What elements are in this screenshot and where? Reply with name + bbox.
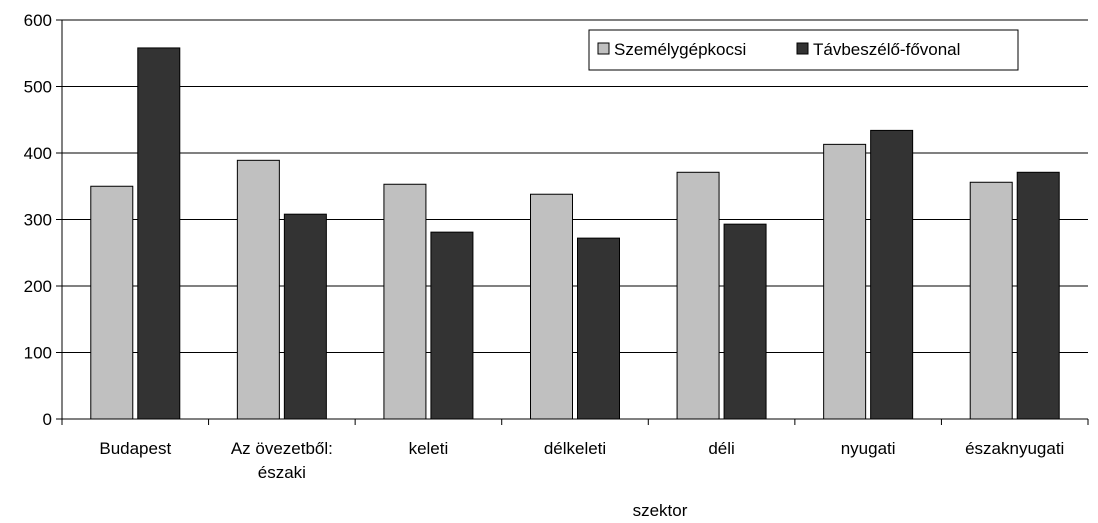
- y-tick-label: 300: [24, 211, 52, 230]
- x-category-label: nyugati: [841, 439, 896, 458]
- y-tick-label: 600: [24, 11, 52, 30]
- x-axis-title: szektor: [633, 501, 688, 520]
- bar-szemelygepkocsi: [91, 186, 133, 419]
- legend-swatch-tavbeszelo-fovonal: [797, 43, 808, 54]
- bar-szemelygepkocsi: [384, 184, 426, 419]
- bar-tavbeszelo-fovonal: [724, 224, 766, 419]
- y-tick-label: 400: [24, 144, 52, 163]
- bars: [91, 48, 1059, 419]
- x-category-label: Budapest: [99, 439, 171, 458]
- y-tick-label: 100: [24, 344, 52, 363]
- y-axis-ticks: 0 100 200 300 400 500 600: [24, 11, 62, 429]
- bar-tavbeszelo-fovonal: [871, 130, 913, 419]
- bar-tavbeszelo-fovonal: [138, 48, 180, 419]
- legend-swatch-szemelygepkocsi: [598, 43, 609, 54]
- x-axis-categories: Budapest Az övezetből: északi keleti délkele…: [99, 439, 1064, 482]
- y-tick-label: 500: [24, 78, 52, 97]
- bar-tavbeszelo-fovonal: [284, 214, 326, 419]
- y-tick-label: 0: [43, 410, 52, 429]
- bar-szemelygepkocsi: [237, 160, 279, 419]
- bar-szemelygepkocsi: [677, 172, 719, 419]
- bar-szemelygepkocsi: [970, 182, 1012, 419]
- x-category-label: északi: [258, 463, 306, 482]
- legend-label-szemelygepkocsi: Személygépkocsi: [614, 40, 746, 59]
- bar-szemelygepkocsi: [531, 194, 573, 419]
- bar-tavbeszelo-fovonal: [1017, 172, 1059, 419]
- axes: [62, 20, 1088, 425]
- y-tick-label: 200: [24, 277, 52, 296]
- legend: Személygépkocsi Távbeszélő-fővonal: [589, 30, 1018, 70]
- x-category-label: északnyugati: [965, 439, 1064, 458]
- x-category-label: keleti: [409, 439, 449, 458]
- bar-tavbeszelo-fovonal: [578, 238, 620, 419]
- x-category-label: Az övezetből:: [231, 439, 333, 458]
- bar-szemelygepkocsi: [824, 144, 866, 419]
- x-category-label: délkeleti: [544, 439, 606, 458]
- x-category-label: déli: [708, 439, 734, 458]
- legend-label-tavbeszelo-fovonal: Távbeszélő-fővonal: [813, 40, 960, 59]
- bar-tavbeszelo-fovonal: [431, 232, 473, 419]
